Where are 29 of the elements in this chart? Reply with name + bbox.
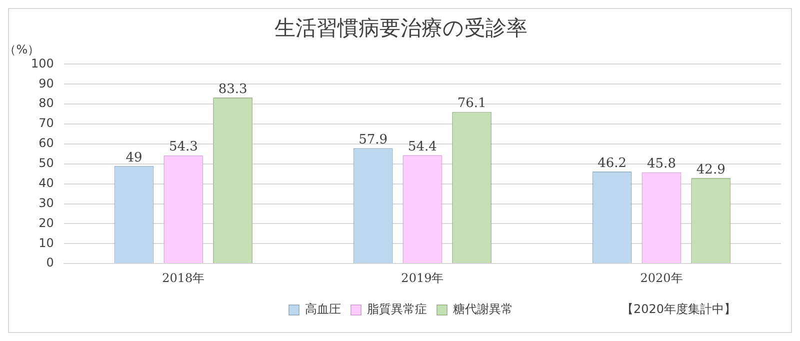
y-tick-label: 30 [38, 196, 54, 210]
y-tick-label: 100 [31, 56, 54, 70]
data-label: 46.2 [598, 156, 627, 171]
x-tick-label: 2018年 [162, 270, 205, 285]
y-tick-label: 50 [38, 156, 54, 170]
data-label: 54.3 [168, 140, 198, 155]
y-tick-label: 20 [38, 216, 54, 230]
y-tick-label: 70 [38, 116, 54, 130]
y-tick-label: 40 [38, 176, 54, 190]
data-label: 42.9 [696, 162, 726, 178]
data-label: 83.3 [218, 82, 248, 97]
y-tick-label: 0 [46, 256, 54, 270]
legend-label: 脂質異常症 [367, 302, 427, 316]
data-label: 76.1 [457, 96, 486, 112]
data-label: 54.4 [408, 140, 437, 154]
y-tick-label: 60 [38, 136, 54, 150]
y-axis-title: （%） [4, 42, 40, 56]
y-tick-label: 90 [38, 76, 54, 90]
legend-label: 糖代謝異常 [453, 302, 513, 316]
x-tick-label: 2019年 [401, 270, 444, 285]
chart-title: 生活習慣病要治療の受診率 [274, 16, 528, 40]
data-label: 45.8 [647, 156, 676, 172]
data-label: 49 [126, 150, 142, 166]
x-tick-label: 2020年 [640, 270, 683, 285]
legend-label: 高血圧 [305, 302, 341, 316]
y-tick-label: 80 [38, 96, 54, 110]
text: 【2020年度集計中】 [621, 302, 736, 316]
data-label: 57.9 [358, 132, 388, 148]
y-tick-label: 10 [38, 236, 54, 250]
